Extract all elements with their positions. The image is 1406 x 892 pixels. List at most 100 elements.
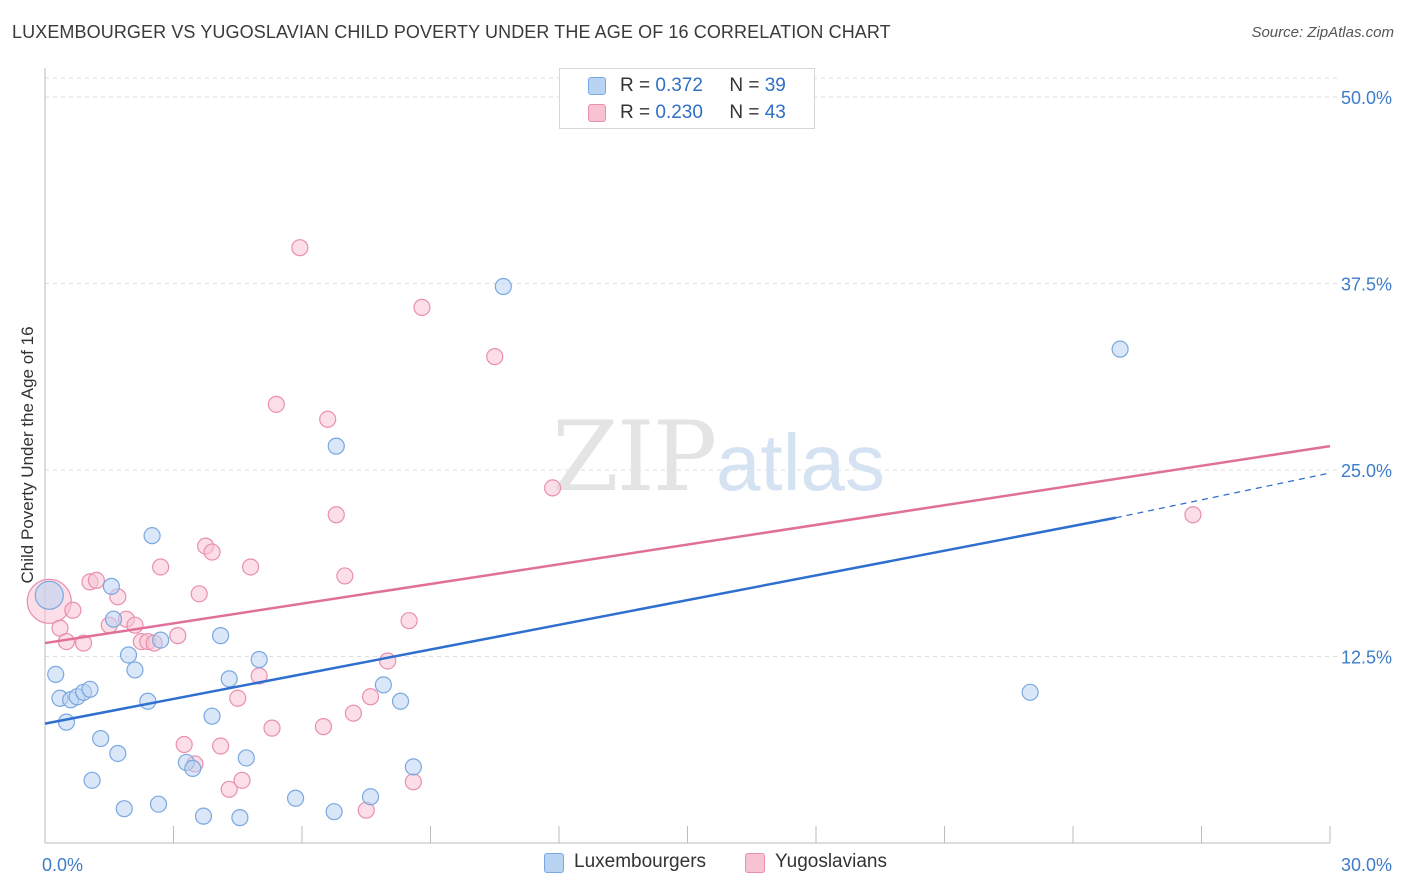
point-yugoslavians — [336, 567, 354, 585]
point-luxembourgers — [34, 580, 64, 610]
point-yugoslavians — [1184, 506, 1202, 524]
y-tick-label: 25.0% — [1341, 461, 1392, 481]
point-luxembourgers — [57, 713, 76, 731]
point-luxembourgers — [115, 800, 133, 818]
point-yugoslavians — [344, 704, 362, 722]
point-luxembourgers — [391, 692, 410, 710]
point-yugoslavians — [152, 558, 170, 576]
point-yugoslavians — [233, 771, 251, 789]
axes — [44, 68, 1331, 844]
point-luxembourgers — [374, 676, 392, 694]
point-yugoslavians — [212, 737, 230, 755]
point-yugoslavians — [314, 718, 333, 736]
legend-swatch-pink — [588, 104, 606, 122]
point-yugoslavians — [175, 735, 193, 754]
legend-r-value: 0.372 — [655, 75, 703, 96]
series-legend: Luxembourgers Yugoslavians — [0, 850, 1406, 880]
point-yugoslavians — [413, 298, 431, 316]
point-yugoslavians — [361, 688, 380, 706]
point-yugoslavians — [220, 780, 238, 798]
trend-lines — [44, 444, 1331, 725]
point-luxembourgers — [143, 527, 161, 545]
trend-line-yugoslavians — [44, 444, 1331, 645]
point-yugoslavians — [263, 719, 281, 737]
point-luxembourgers — [104, 610, 123, 628]
legend-swatch-blue — [588, 77, 606, 95]
legend-swatch-blue — [544, 853, 564, 873]
point-luxembourgers — [361, 788, 380, 806]
point-luxembourgers — [47, 665, 65, 684]
point-yugoslavians — [190, 585, 208, 603]
watermark: ZIP atlas — [552, 401, 885, 513]
point-luxembourgers — [109, 744, 127, 763]
tick-labels: 12.5% 25.0% 37.5% 50.0% 0.0% 30.0% — [42, 88, 1392, 875]
point-yugoslavians — [169, 627, 187, 645]
point-yugoslavians — [242, 558, 260, 576]
point-yugoslavians — [64, 601, 82, 619]
point-luxembourgers — [327, 437, 345, 455]
point-yugoslavians — [379, 652, 397, 670]
point-luxembourgers — [220, 670, 238, 688]
point-luxembourgers — [404, 758, 422, 776]
y-tick-label: 12.5% — [1341, 648, 1392, 668]
legend-swatch-pink — [745, 853, 765, 873]
point-luxembourgers — [286, 789, 305, 807]
y-tick-label: 50.0% — [1341, 88, 1392, 108]
y-tick-label: 37.5% — [1341, 275, 1392, 295]
chart-title: LUXEMBOURGER VS YUGOSLAVIAN CHILD POVERT… — [12, 22, 891, 42]
point-luxembourgers — [250, 650, 268, 669]
legend-n-label: N = — [729, 75, 760, 96]
point-luxembourgers — [81, 680, 99, 698]
point-luxembourgers — [231, 809, 249, 827]
point-luxembourgers — [237, 749, 255, 767]
legend-r-label: R = — [620, 102, 651, 123]
point-luxembourgers — [152, 631, 170, 649]
legend-label-luxembourgers: Luxembourgers — [574, 851, 707, 872]
series-yugoslavians-points — [26, 239, 1202, 819]
point-yugoslavians — [543, 479, 562, 497]
legend-n-label: N = — [729, 102, 760, 123]
point-yugoslavians — [74, 634, 93, 652]
y-axis-label: Child Poverty Under the Age of 16 — [18, 326, 37, 583]
point-yugoslavians — [267, 395, 285, 413]
point-luxembourgers — [139, 692, 157, 710]
x-tick-label-max: 30.0% — [1341, 855, 1392, 875]
point-luxembourgers — [212, 627, 230, 645]
series-luxembourgers-points — [34, 277, 1129, 827]
legend-n-value: 43 — [764, 102, 786, 123]
point-luxembourgers — [149, 795, 168, 813]
x-tick-label-min: 0.0% — [42, 855, 83, 875]
point-luxembourgers — [119, 646, 138, 664]
point-luxembourgers — [325, 803, 343, 821]
watermark-atlas: atlas — [716, 418, 885, 507]
watermark-zip: ZIP — [552, 401, 715, 513]
point-yugoslavians — [486, 348, 504, 366]
point-yugoslavians — [229, 689, 247, 707]
point-luxembourgers — [494, 277, 512, 296]
trend-line-luxembourgers — [44, 516, 1117, 725]
legend-label-yugoslavians: Yugoslavians — [775, 851, 887, 872]
point-luxembourgers — [83, 771, 101, 789]
point-luxembourgers — [92, 729, 110, 748]
point-yugoslavians — [400, 612, 418, 630]
point-yugoslavians — [291, 239, 309, 257]
point-luxembourgers — [203, 707, 221, 725]
point-yugoslavians — [319, 410, 337, 428]
chart-source: Source: ZipAtlas.com — [1251, 24, 1394, 41]
point-yugoslavians — [404, 773, 422, 791]
legend-n-value: 39 — [764, 75, 786, 96]
point-luxembourgers — [126, 661, 144, 679]
legend-r-label: R = — [620, 75, 651, 96]
point-luxembourgers — [1021, 683, 1039, 701]
legend-r-value: 0.230 — [655, 102, 703, 123]
point-luxembourgers — [184, 759, 202, 778]
point-luxembourgers — [194, 807, 213, 825]
correlation-legend: R = 0.372 N = 39 R = 0.230 N = 43 — [559, 68, 815, 129]
trend-line-luxembourgers-extension — [1115, 472, 1331, 519]
point-luxembourgers — [102, 577, 120, 595]
point-yugoslavians — [203, 543, 221, 561]
grid-lines — [45, 77, 1338, 657]
point-yugoslavians — [327, 506, 345, 524]
point-luxembourgers — [1111, 340, 1129, 358]
